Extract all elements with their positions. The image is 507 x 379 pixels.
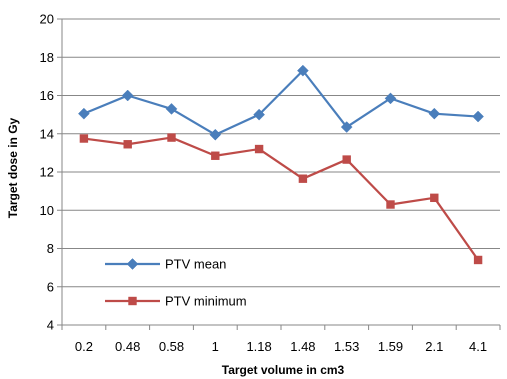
x-tick-label: 1.48 [290, 339, 315, 354]
legend-label: PTV mean [165, 257, 226, 272]
data-point [254, 144, 264, 154]
y-tick-label: 12 [40, 165, 54, 180]
y-axis-title: Target dose in Gy [6, 117, 20, 218]
y-tick-label: 20 [40, 12, 54, 27]
x-tick-label: 1 [212, 339, 219, 354]
legend: PTV mean PTV minimum [105, 257, 247, 309]
legend-swatch-marker [126, 258, 139, 270]
data-point [123, 140, 132, 149]
data-point [211, 151, 220, 160]
x-tick-labels: 0.2 0.48 0.58 1 1.18 1.48 1.53 1.59 2.1 4.1 [75, 339, 487, 354]
data-point [167, 133, 176, 142]
x-axis-title: Target volume in cm3 [222, 363, 345, 377]
data-point [430, 193, 439, 203]
data-point [78, 107, 90, 120]
data-point [121, 89, 134, 102]
x-tick-label: 0.48 [115, 339, 140, 354]
series-0 [78, 64, 484, 141]
series-group [78, 64, 484, 265]
x-tick-label: 1.53 [334, 339, 359, 354]
data-point [165, 103, 178, 115]
legend-label: PTV minimum [165, 294, 247, 309]
data-point [342, 155, 351, 164]
x-tick-label: 1.59 [378, 339, 403, 354]
data-point [79, 134, 89, 143]
y-tick-label: 14 [40, 126, 54, 141]
y-tick-label: 10 [40, 203, 54, 218]
data-point [386, 200, 395, 209]
legend-swatch-marker [128, 296, 137, 306]
series-line [83, 69, 479, 136]
series-1 [79, 133, 483, 265]
data-point [428, 107, 441, 120]
x-tick-label: 1.18 [246, 339, 271, 354]
y-tick-labels: 4 6 8 10 12 14 16 18 20 [40, 12, 54, 333]
y-tick-label: 8 [47, 241, 54, 256]
x-tick-label: 4.1 [469, 339, 487, 354]
data-point [340, 121, 353, 133]
data-point [384, 92, 397, 105]
gridlines [62, 18, 500, 288]
y-tick-label: 18 [40, 50, 54, 65]
series-line [83, 136, 479, 261]
y-tick-label: 16 [40, 88, 54, 103]
data-point [298, 174, 308, 183]
axes [57, 18, 501, 330]
data-point [472, 110, 484, 123]
data-point [297, 64, 309, 77]
y-tick-label: 4 [47, 318, 54, 333]
data-point [209, 128, 222, 141]
data-point [253, 108, 265, 121]
data-point [473, 255, 483, 265]
x-tick-label: 0.58 [159, 339, 184, 354]
x-tick-label: 2.1 [425, 339, 443, 354]
y-tick-label: 6 [47, 279, 54, 294]
legend-item-0: PTV mean [105, 257, 226, 272]
x-tick-label: 0.2 [75, 339, 93, 354]
legend-item-1: PTV minimum [105, 294, 247, 309]
